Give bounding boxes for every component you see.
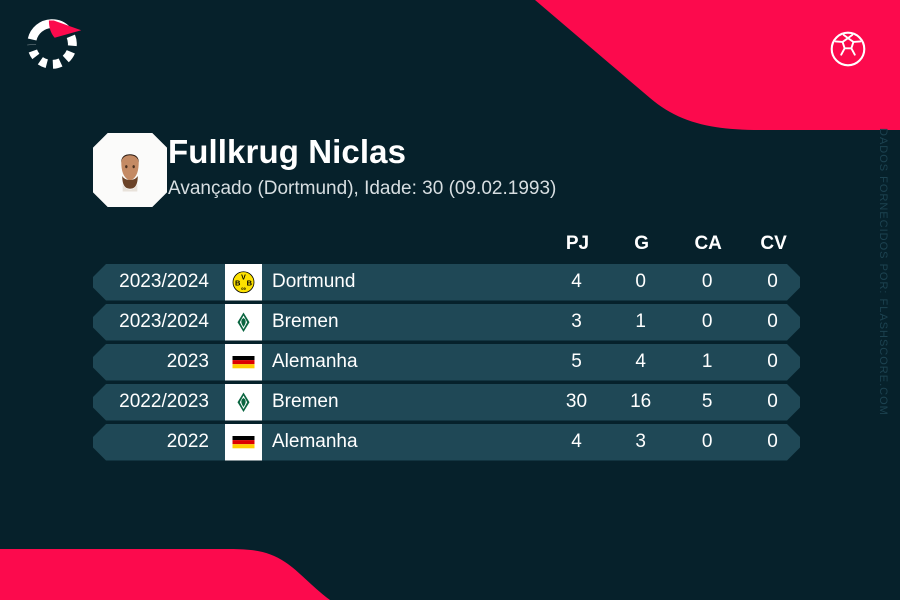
svg-text:V: V <box>241 275 246 282</box>
svg-text:B: B <box>247 279 253 288</box>
svg-text:B: B <box>235 279 241 288</box>
svg-text:09: 09 <box>241 286 246 291</box>
